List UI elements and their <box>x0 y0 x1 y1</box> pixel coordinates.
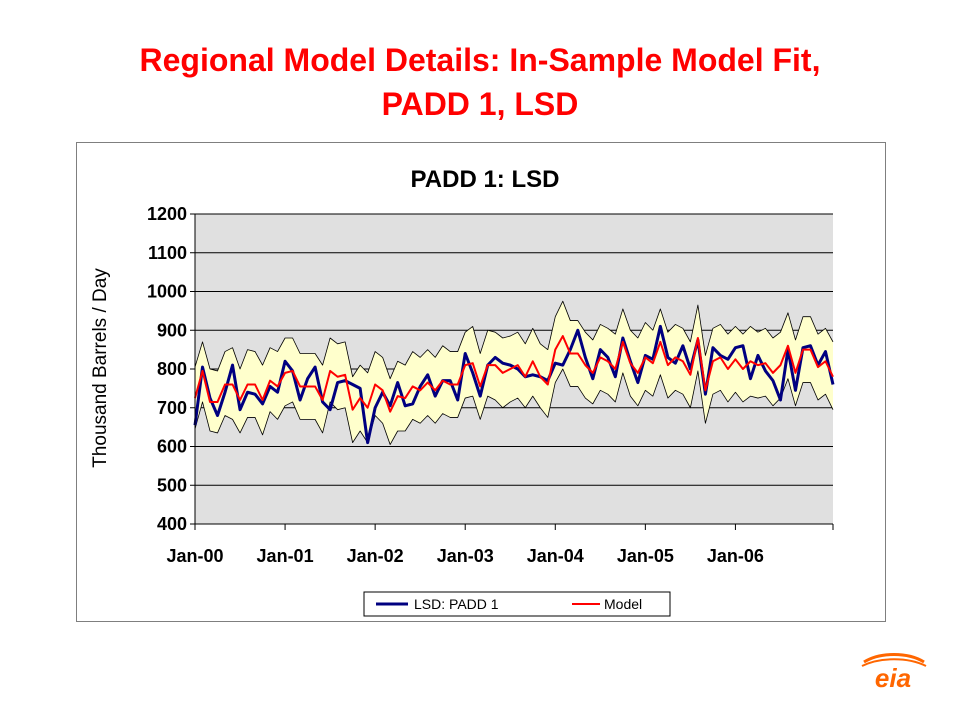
series-line-model <box>194 335 834 413</box>
x-tick-label: Jan-01 <box>257 546 314 566</box>
x-tick-label: Jan-06 <box>707 546 764 566</box>
y-tick-label: 500 <box>157 475 187 495</box>
y-tick-label: 900 <box>157 320 187 340</box>
y-tick-label: 1100 <box>148 243 187 263</box>
y-axis-title: Thousand Barrels / Day <box>90 268 111 468</box>
y-tick-label: 1200 <box>147 204 187 224</box>
slide-title-line2: PADD 1, LSD <box>381 86 579 122</box>
line-chart: PADD 1: LSD Thousand Barrels / Day 400 50… <box>90 166 835 617</box>
logo-text: eia <box>875 663 911 692</box>
lower-band-line <box>194 368 834 445</box>
legend-label-actual: LSD: PADD 1 <box>414 596 499 612</box>
x-tick-label: Jan-05 <box>617 546 674 566</box>
x-tick-label: Jan-02 <box>347 546 404 566</box>
legend-box <box>363 591 671 617</box>
slide-title-line1: Regional Model Details: In-Sample Model … <box>139 42 821 78</box>
x-tick-label: Jan-00 <box>166 546 223 566</box>
y-tick-label: 800 <box>157 359 187 379</box>
plot-area: 400 500 600 700 800 900 1000 1100 1200 Jan-00 Jan-… <box>147 204 835 566</box>
x-tick-label: Jan-04 <box>527 546 584 566</box>
y-tick-label: 700 <box>157 398 187 418</box>
x-tick-label: Jan-03 <box>437 546 494 566</box>
upper-band-line <box>194 300 834 380</box>
confidence-band <box>195 301 833 445</box>
y-tick-label: 600 <box>157 437 187 457</box>
legend-label-model: Model <box>604 596 642 612</box>
eia-logo: eia <box>861 653 927 692</box>
chart-title: PADD 1: LSD <box>411 166 560 193</box>
y-tick-label: 1000 <box>147 282 187 302</box>
legend: LSD: PADD 1 Model <box>363 591 671 617</box>
y-tick-label: 400 <box>157 514 187 534</box>
slide-title: Regional Model Details: In-Sample Model … <box>40 38 920 126</box>
